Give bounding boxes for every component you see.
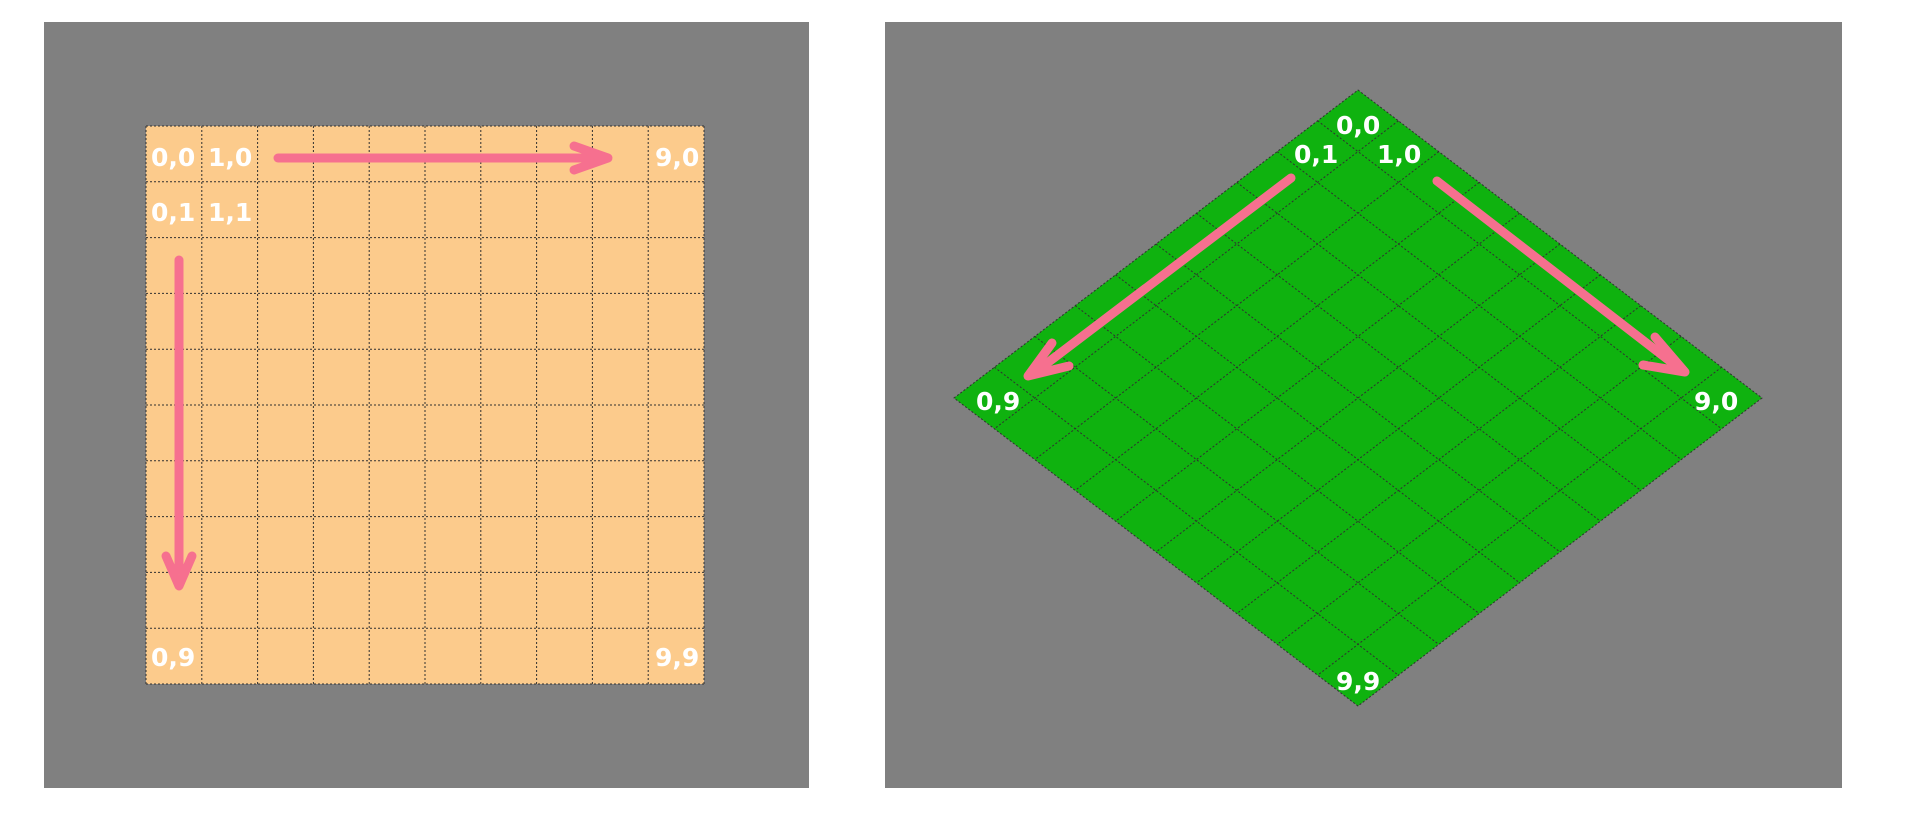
isometric-grid-line [1074, 305, 1480, 614]
isometric-label-0-9: 0,9 [976, 387, 1020, 416]
isometric-arrow-right-head [1638, 332, 1690, 377]
isometric-grid-line [1115, 212, 1520, 522]
isometric-grid-line [1276, 151, 1682, 460]
isometric-grid-line [1034, 336, 1440, 645]
isometric-grid-line [1034, 151, 1440, 460]
isometric-label-9-0: 9,0 [1694, 387, 1738, 416]
square-arrow-x [273, 141, 613, 175]
square-label-9-9: 9,9 [655, 643, 699, 672]
isometric-grid-line [1196, 212, 1601, 522]
square-label-1-0: 1,0 [208, 143, 252, 172]
isometric-arrow-left-head [1023, 338, 1074, 381]
isometric-label-9-9: 9,9 [1336, 667, 1380, 696]
isometric-label-1-0: 1,0 [1377, 140, 1421, 169]
square-label-9-0: 9,0 [655, 143, 699, 172]
isometric-grid-line [1276, 336, 1682, 645]
square-arrow-x-head [569, 141, 613, 175]
isometric-arrow-left-shaft [1037, 173, 1296, 372]
square-label-1-1: 1,1 [208, 198, 252, 227]
square-label-0-0: 0,0 [151, 143, 195, 172]
square-label-0-9: 0,9 [151, 643, 195, 672]
isometric-grid-panel: 0,0 0,1 1,0 0,9 9,0 9,9 [885, 22, 1842, 788]
isometric-grid-line [1074, 182, 1480, 491]
isometric-grid-line [1236, 305, 1642, 614]
isometric-grid-line [994, 120, 1399, 430]
isometric-grid-lines [994, 120, 1722, 676]
isometric-grid-line [1155, 243, 1561, 553]
isometric-grid-line [994, 366, 1399, 676]
isometric-arrow-right [1432, 176, 1690, 377]
isometric-grid-line [1317, 366, 1722, 676]
isometric-grid-line [1115, 274, 1520, 584]
square-label-0-1: 0,1 [151, 198, 195, 227]
square-arrow-y [161, 255, 197, 591]
isometric-grid-line [1196, 274, 1601, 584]
isometric-grid-line [1236, 182, 1642, 491]
isometric-grid-line [1317, 120, 1722, 430]
isometric-arrow-right-shaft [1432, 176, 1676, 367]
isometric-arrow-left [1023, 173, 1296, 381]
isometric-label-0-1: 0,1 [1294, 140, 1338, 169]
square-grid-lines [145, 125, 705, 685]
isometric-label-0-0: 0,0 [1336, 111, 1380, 140]
square-grid-panel: 0,0 1,0 9,0 0,1 1,1 0,9 9,9 [44, 22, 809, 788]
square-arrow-y-head [161, 551, 197, 591]
isometric-grid-line [1155, 243, 1561, 553]
